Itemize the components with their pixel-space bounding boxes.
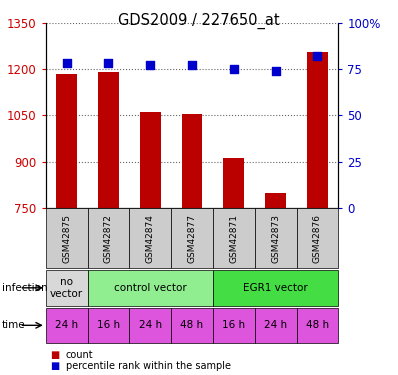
Text: GSM42874: GSM42874: [146, 214, 155, 262]
Bar: [297, 208, 338, 268]
Bar: [213, 208, 255, 268]
Text: no
vector: no vector: [50, 277, 83, 298]
Point: [189, 62, 195, 68]
Bar: [46, 270, 88, 306]
Bar: [171, 308, 213, 343]
Text: infection: infection: [2, 283, 48, 293]
Text: 16 h: 16 h: [97, 320, 120, 330]
Text: EGR1 vector: EGR1 vector: [243, 283, 308, 293]
Text: time: time: [2, 320, 25, 330]
Bar: [129, 308, 171, 343]
Bar: [181, 114, 203, 208]
Text: GSM42876: GSM42876: [313, 214, 322, 262]
Point: [272, 68, 279, 74]
Text: ■: ■: [50, 362, 59, 371]
Text: 48 h: 48 h: [180, 320, 204, 330]
Bar: [297, 308, 338, 343]
Text: 24 h: 24 h: [264, 320, 287, 330]
Bar: [88, 270, 213, 306]
Bar: [46, 308, 88, 343]
Bar: [88, 308, 129, 343]
Bar: [98, 72, 119, 208]
Bar: [213, 308, 255, 343]
Bar: [88, 208, 129, 268]
Text: 48 h: 48 h: [306, 320, 329, 330]
Bar: [140, 112, 161, 208]
Text: 24 h: 24 h: [55, 320, 78, 330]
Text: control vector: control vector: [114, 283, 187, 293]
Point: [147, 62, 154, 68]
Bar: [171, 208, 213, 268]
Text: 16 h: 16 h: [222, 320, 246, 330]
Bar: [307, 52, 328, 208]
Text: ■: ■: [50, 350, 59, 360]
Text: GSM42877: GSM42877: [187, 214, 197, 262]
Text: GDS2009 / 227650_at: GDS2009 / 227650_at: [118, 13, 280, 29]
Point: [64, 60, 70, 66]
Bar: [56, 74, 77, 208]
Bar: [255, 308, 297, 343]
Text: GSM42873: GSM42873: [271, 214, 280, 262]
Point: [231, 66, 237, 72]
Bar: [265, 193, 286, 208]
Bar: [255, 208, 297, 268]
Text: 24 h: 24 h: [139, 320, 162, 330]
Bar: [223, 158, 244, 208]
Bar: [213, 270, 338, 306]
Point: [314, 53, 321, 59]
Text: GSM42872: GSM42872: [104, 214, 113, 262]
Text: GSM42871: GSM42871: [229, 214, 238, 262]
Point: [105, 60, 111, 66]
Text: count: count: [66, 350, 93, 360]
Bar: [46, 208, 88, 268]
Text: GSM42875: GSM42875: [62, 214, 71, 262]
Text: percentile rank within the sample: percentile rank within the sample: [66, 362, 231, 371]
Bar: [129, 208, 171, 268]
